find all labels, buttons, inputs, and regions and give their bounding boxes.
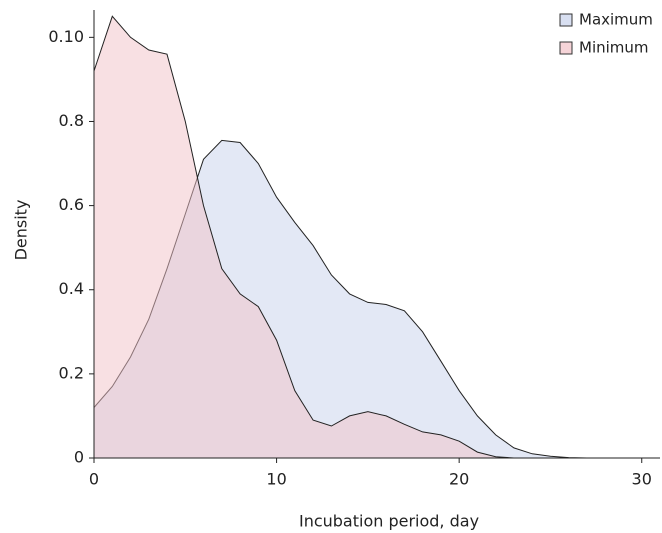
y-tick-label: 0.8 — [59, 111, 84, 130]
x-tick-label: 10 — [266, 470, 286, 489]
legend-label: Minimum — [579, 39, 649, 57]
legend-swatch — [559, 13, 573, 27]
y-tick-label: 0 — [74, 448, 84, 467]
y-axis-label: Density — [12, 200, 31, 261]
y-tick-label: 0.2 — [59, 363, 84, 382]
x-axis-label: Incubation period, day — [299, 512, 479, 531]
y-tick-label: 0.10 — [48, 27, 84, 46]
x-tick-label: 30 — [632, 470, 652, 489]
x-tick-label: 20 — [449, 470, 469, 489]
area-fill — [94, 16, 642, 459]
legend-label: Maximum — [579, 11, 653, 29]
y-tick-label: 0.4 — [59, 279, 84, 298]
x-tick-label: 0 — [89, 470, 99, 489]
y-tick-label: 0.6 — [59, 195, 84, 214]
legend-swatch — [559, 41, 573, 55]
